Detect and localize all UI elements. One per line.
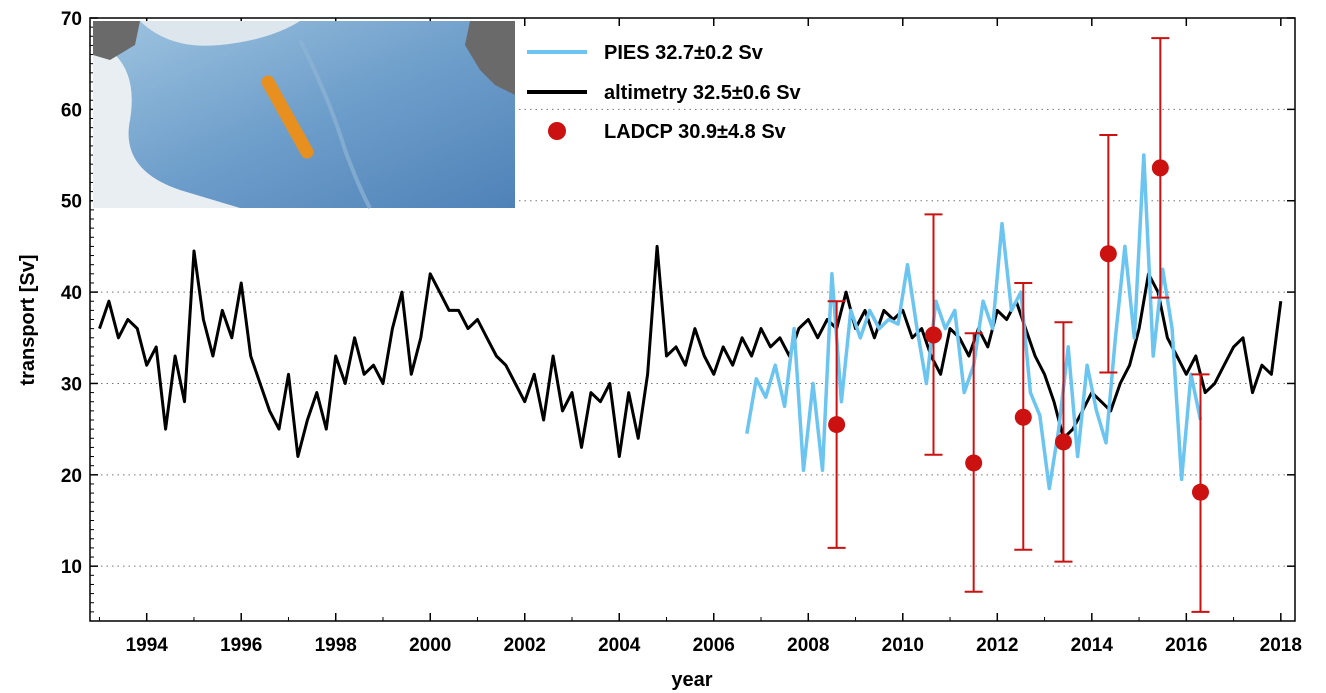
inset-map [93, 21, 515, 209]
altimetry-series-line [98, 244, 1283, 458]
y-tick-label: 20 [61, 466, 82, 487]
legend-swatch-ladcp [548, 122, 566, 140]
y-tick-label: 70 [61, 9, 82, 30]
ladcp-point [828, 416, 846, 434]
x-tick-label: 2016 [1165, 635, 1207, 656]
ladcp-point [1191, 483, 1209, 501]
x-axis-title: year [671, 669, 712, 691]
ladcp-point [1014, 408, 1032, 426]
ladcp-point [1151, 159, 1169, 177]
inset-map-land-east [465, 21, 515, 95]
ladcp-point [965, 454, 983, 472]
inset-map-ice-north [140, 21, 300, 46]
x-tick-label: 2018 [1260, 635, 1302, 656]
x-tick-label: 2012 [976, 635, 1018, 656]
ladcp-point [1054, 433, 1072, 451]
y-tick-label: 40 [61, 283, 82, 304]
x-tick-label: 2006 [693, 635, 735, 656]
y-tick-label: 60 [61, 100, 82, 121]
y-axis-title: transport [Sv] [17, 254, 39, 385]
x-tick-label: 2010 [882, 635, 924, 656]
axis-ticks: 10 20 30 40 50 60 70 1994 1996 1998 2000 2002 2004 20… [61, 9, 1302, 656]
y-tick-label: 10 [61, 557, 82, 578]
inset-map-section-line [261, 75, 314, 159]
x-tick-label: 1996 [220, 635, 262, 656]
inset-map-ice-west [93, 40, 240, 208]
x-tick-label: 1994 [126, 635, 169, 656]
x-tick-label: 2000 [409, 635, 451, 656]
inset-map-ridge [298, 39, 372, 209]
x-tick-label: 2014 [1071, 635, 1114, 656]
ladcp-point [925, 326, 942, 344]
y-tick-label: 30 [61, 374, 82, 395]
legend-label-altimetry: altimetry 32.5±0.6 Sv [604, 82, 802, 104]
ladcp-points [828, 159, 1209, 501]
inset-map-land-west [93, 21, 140, 60]
y-tick-label: 50 [61, 192, 82, 213]
x-tick-label: 1998 [315, 635, 357, 656]
legend: PIES 32.7±0.2 Sv altimetry 32.5±0.6 Sv L… [527, 42, 802, 143]
x-tick-label: 2004 [598, 635, 641, 656]
x-tick-label: 2002 [504, 635, 546, 656]
x-tick-label: 2008 [787, 635, 829, 656]
legend-label-pies: PIES 32.7±0.2 Sv [604, 42, 764, 64]
ladcp-point [1099, 245, 1117, 263]
legend-label-ladcp: LADCP 30.9±4.8 Sv [604, 121, 787, 143]
